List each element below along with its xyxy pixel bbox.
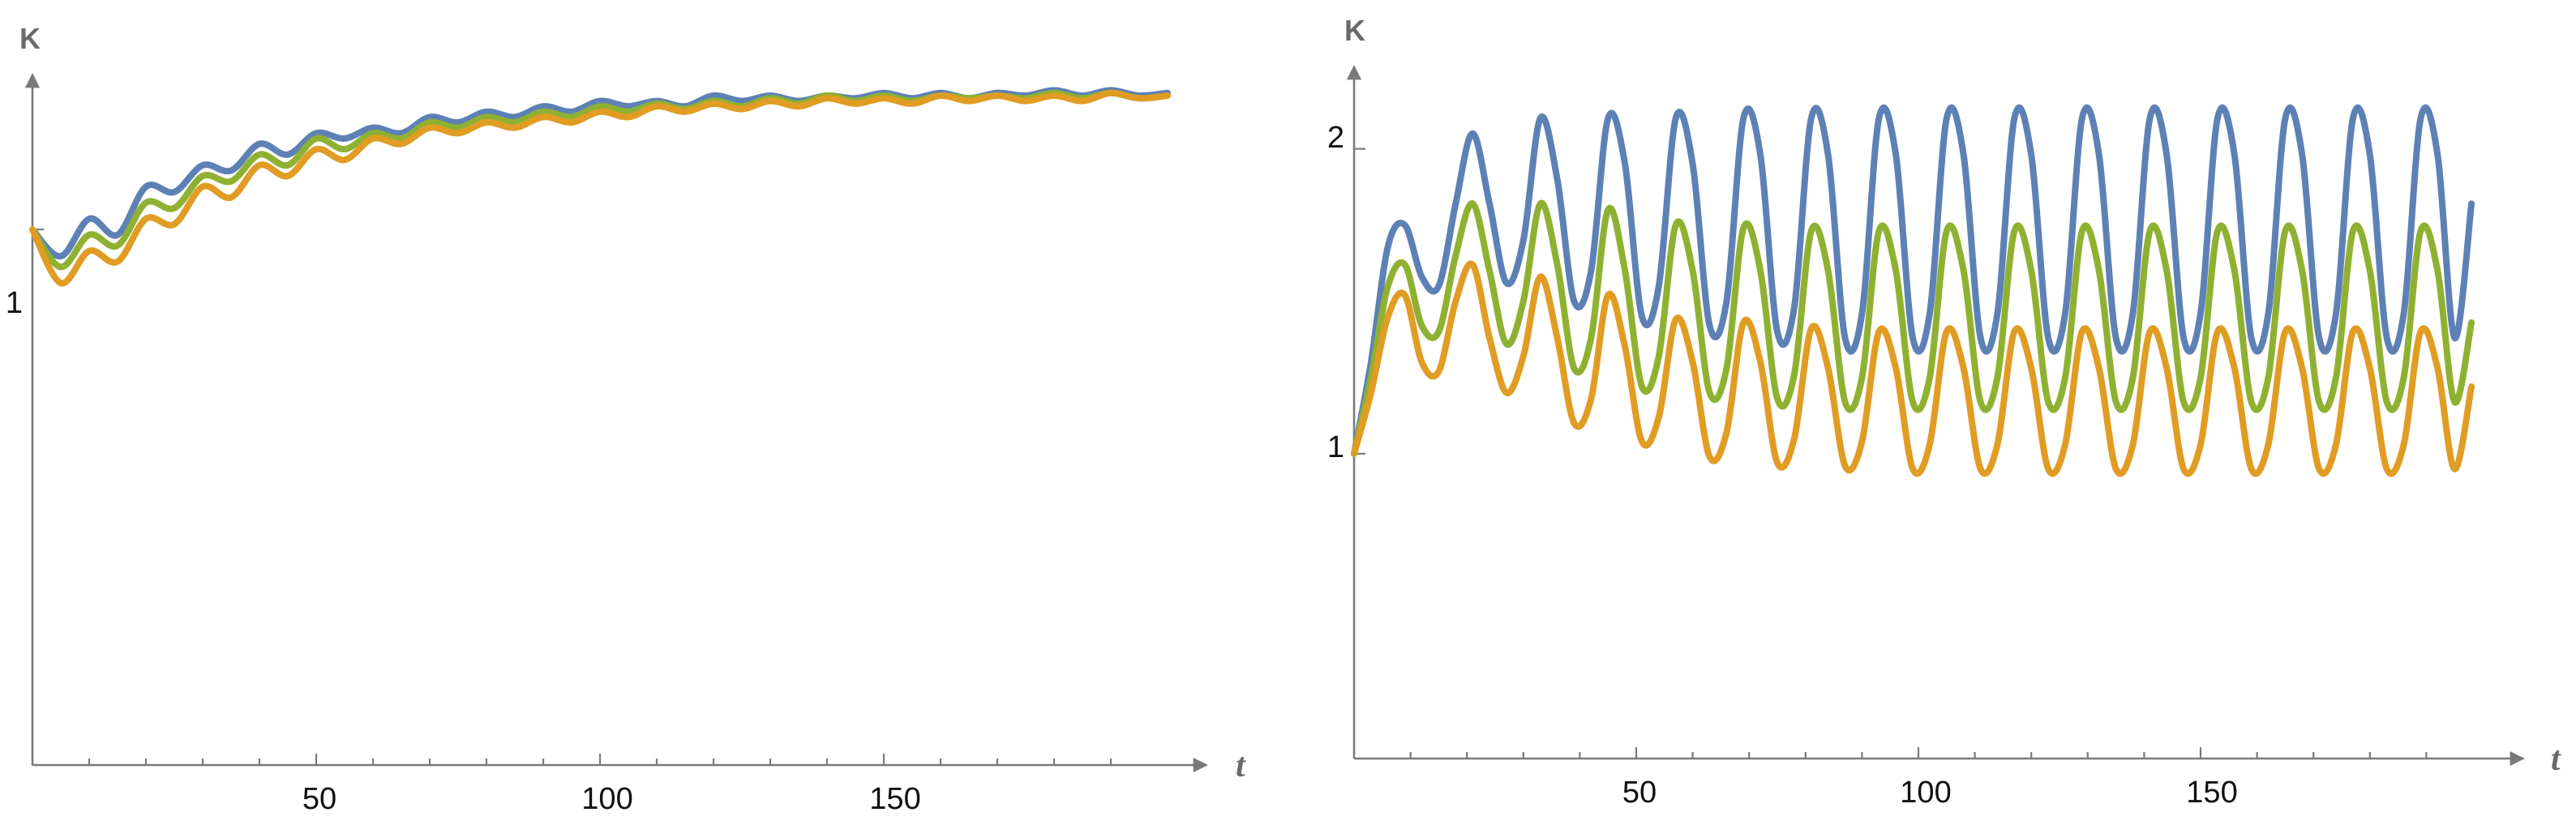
left-x-tick-label-150: 150 bbox=[869, 782, 920, 816]
left-y-tick-label-1: 1 bbox=[6, 286, 23, 320]
left-x-tick-label-50: 50 bbox=[302, 782, 336, 816]
left-chart: K t 50 100 150 1 bbox=[6, 22, 1246, 816]
left-y-axis-label: K bbox=[19, 22, 41, 55]
right-y-axis-label: K bbox=[1344, 14, 1365, 47]
right-x-tick-label-100: 100 bbox=[1900, 776, 1951, 810]
right-chart: K t 50 100 150 1 2 bbox=[1327, 14, 2561, 810]
left-x-axis-label: t bbox=[1236, 747, 1246, 784]
right-x-axis-label: t bbox=[2551, 741, 2561, 778]
right-tick-labels: 50 100 150 1 2 bbox=[1327, 121, 2238, 810]
right-series-line-3 bbox=[1351, 260, 2475, 477]
left-tick-labels: 50 100 150 1 bbox=[6, 286, 921, 816]
right-x-tick-label-150: 150 bbox=[2186, 776, 2237, 810]
right-x-tick-label-50: 50 bbox=[1622, 776, 1657, 810]
right-y-tick-label-1: 1 bbox=[1327, 430, 1344, 464]
right-series-group bbox=[1351, 104, 2475, 759]
left-series-line-3 bbox=[29, 89, 1171, 287]
right-series-line-2 bbox=[1351, 199, 2475, 457]
right-series-line-1 bbox=[1351, 104, 2475, 457]
left-x-tick-label-100: 100 bbox=[581, 782, 632, 816]
right-y-tick-label-2: 2 bbox=[1327, 121, 1344, 155]
left-series-line-2 bbox=[29, 89, 1171, 271]
left-series-group bbox=[29, 87, 1171, 765]
